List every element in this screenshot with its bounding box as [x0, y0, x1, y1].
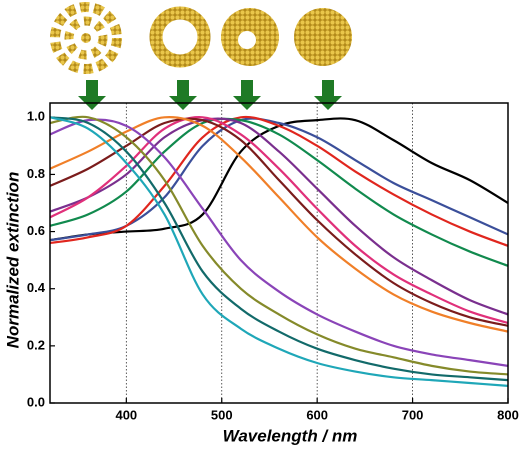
series-line [50, 115, 508, 376]
series-line [50, 118, 508, 367]
series-line [50, 117, 508, 267]
x-axis-title: Wavelength / nm [223, 426, 358, 445]
y-tick-label: 0.4 [27, 280, 46, 295]
x-tick-label: 400 [115, 407, 137, 422]
series-line [50, 116, 508, 325]
x-tick-label: 500 [211, 407, 233, 422]
series-line [50, 117, 508, 327]
series-line [50, 116, 508, 382]
y-tick-label: 0.0 [27, 394, 45, 409]
y-tick-label: 1.0 [27, 109, 45, 124]
plot-frame [49, 102, 509, 404]
y-axis-title: Normalized extinction [3, 172, 22, 349]
series-line [50, 115, 508, 247]
y-tick-label: 0.2 [27, 337, 45, 352]
y-tick-label: 0.8 [27, 166, 45, 181]
series-line [50, 116, 508, 333]
x-tick-label: 700 [402, 407, 424, 422]
x-tick-label: 800 [497, 407, 519, 422]
y-tick-label: 0.6 [27, 223, 45, 238]
series-line [50, 117, 508, 316]
arrows [78, 80, 342, 110]
x-tick-label: 600 [306, 407, 328, 422]
series-line [50, 116, 508, 387]
particle-images [50, 2, 352, 74]
